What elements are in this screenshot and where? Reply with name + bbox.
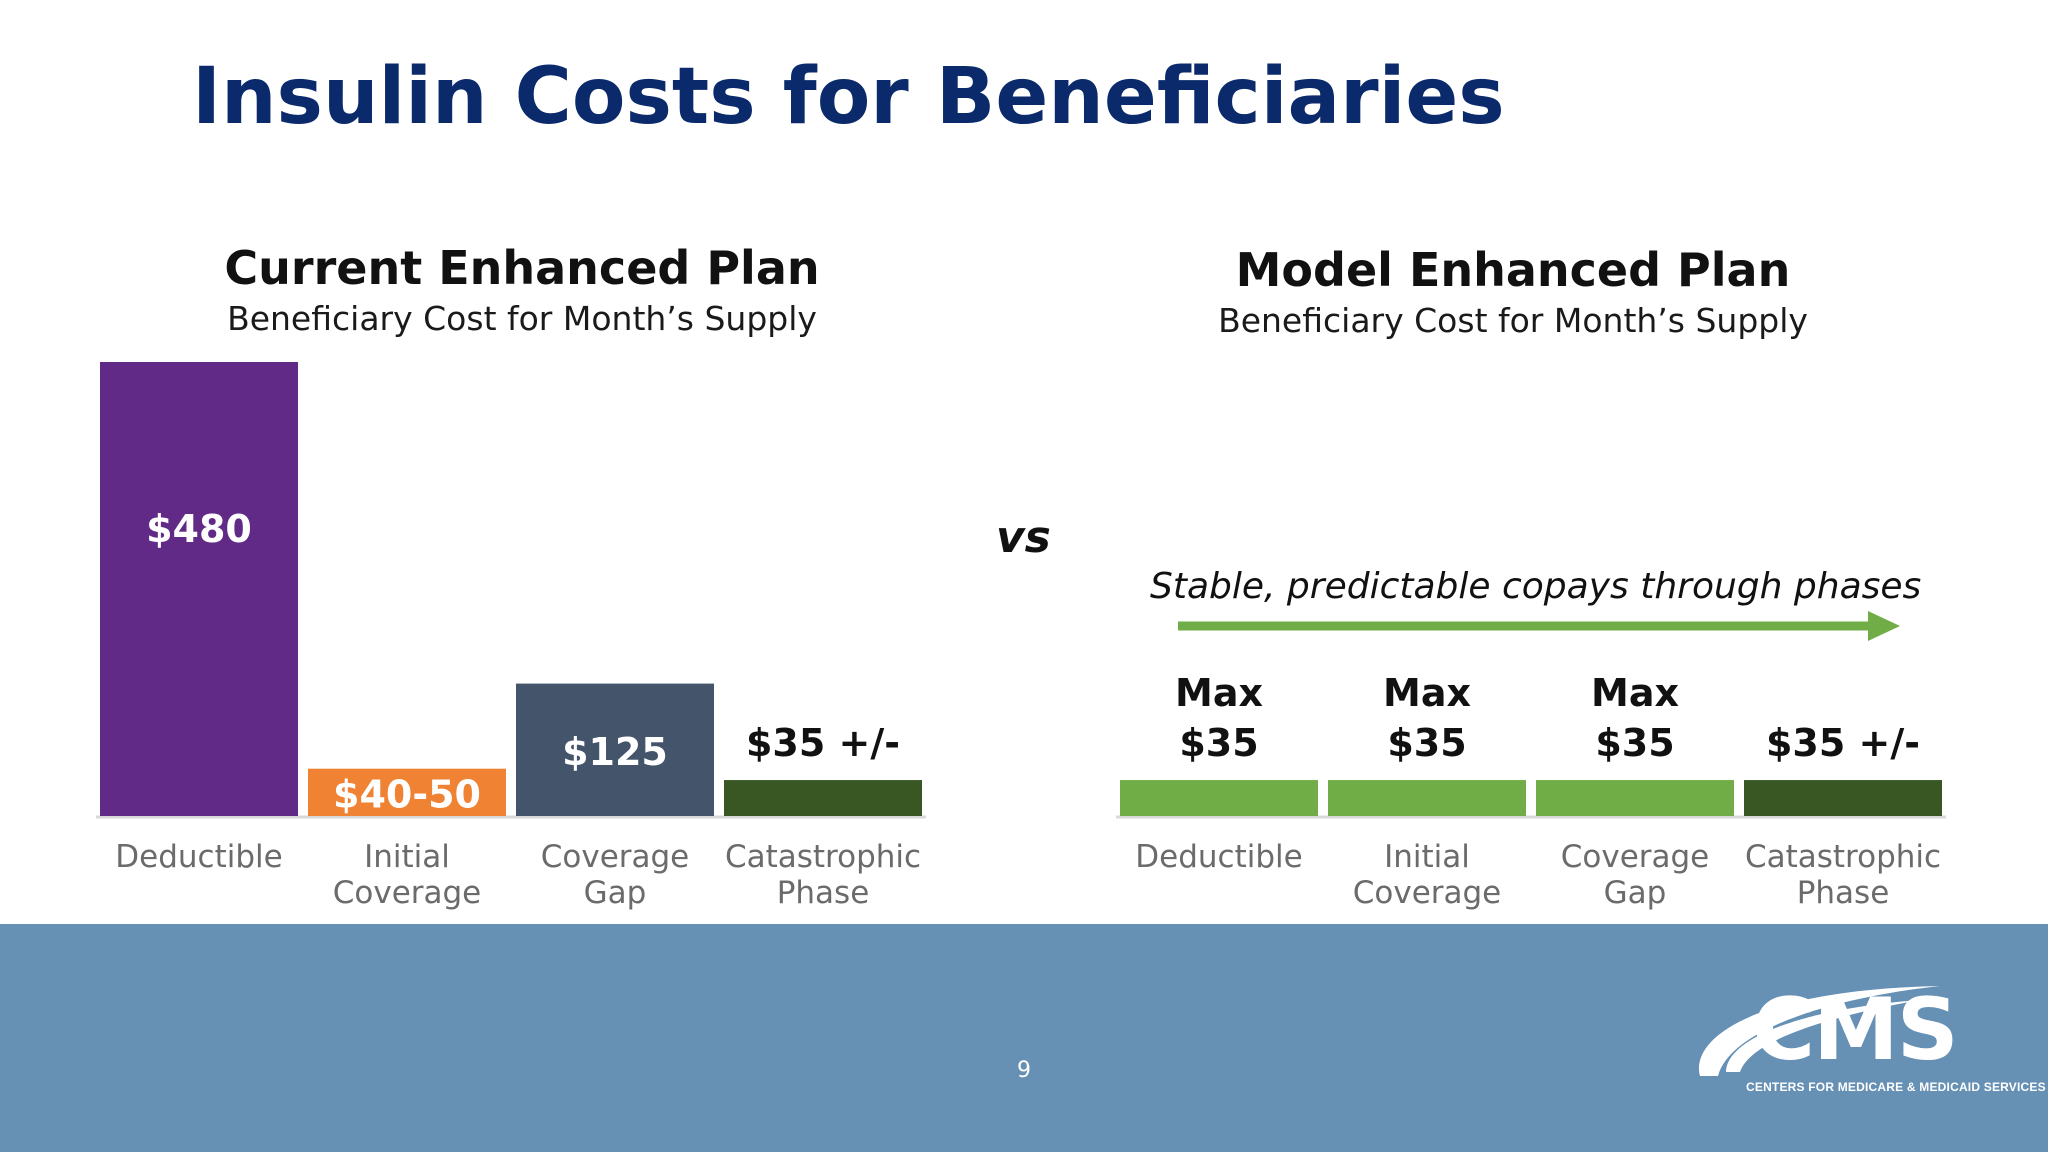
chart-1-data-label-1-line-1: $35	[1387, 721, 1466, 765]
slide-title: Insulin Costs for Beneficiaries	[192, 52, 1505, 142]
chart-1-data-label-3: $35 +/-	[1766, 721, 1920, 765]
chart-1-category-label-2-line-1: Gap	[1604, 875, 1667, 911]
chart-1-bar-1	[1328, 780, 1526, 816]
chart-1-data-label-0-line-1: $35	[1179, 721, 1258, 765]
chart-1-category-label-0: Deductible	[1135, 839, 1302, 875]
current-plan-subtitle: Beneficiary Cost for Month’s Supply	[227, 299, 817, 338]
chart-0-bar-2	[516, 683, 714, 816]
chart-1-data-label-2-line-1: $35	[1595, 721, 1674, 765]
current-plan-chart: $480Deductible$40-50InitialCoverage$125C…	[96, 362, 926, 911]
cms-logo-subtitle: CENTERS FOR MEDICARE & MEDICAID SERVICES	[1746, 1080, 2046, 1094]
footer-band	[0, 924, 2048, 1152]
chart-1-category-label-3-line-1: Phase	[1797, 875, 1890, 911]
current-plan-heading: Current Enhanced Plan Beneficiary Cost f…	[172, 240, 872, 342]
chart-0-category-label-1-line-1: Coverage	[333, 875, 482, 911]
current-plan-title: Current Enhanced Plan	[224, 241, 820, 295]
model-plan-chart: Max$35DeductibleMax$35InitialCoverageMax…	[1116, 671, 1946, 911]
stable-copay-label: Stable, predictable copays through phase…	[1150, 566, 1922, 607]
model-plan-title: Model Enhanced Plan	[1235, 243, 1791, 297]
chart-1-data-label-0-line-0: Max	[1175, 671, 1263, 715]
chart-1-data-label-1-line-0: Max	[1383, 671, 1471, 715]
chart-1-category-label-2-line-0: Coverage	[1561, 839, 1710, 875]
chart-0-data-label-2: $125	[562, 730, 668, 774]
chart-0-category-label-2-line-1: Gap	[584, 875, 647, 911]
chart-1-category-label-3-line-0: Catastrophic	[1745, 839, 1941, 875]
model-plan-subtitle: Beneficiary Cost for Month’s Supply	[1218, 301, 1808, 340]
chart-0-bar-0	[100, 362, 298, 816]
chart-0-category-label-2-line-0: Coverage	[541, 839, 690, 875]
chart-1-category-label-1-line-0: Initial	[1384, 839, 1470, 875]
charts-svg: $480Deductible$40-50InitialCoverage$125C…	[96, 362, 1946, 911]
chart-0-bar-1	[308, 768, 506, 816]
vs-label: vs	[996, 512, 1051, 563]
page-number: 9	[1017, 1058, 1031, 1083]
model-plan-heading: Model Enhanced Plan Beneficiary Cost for…	[1163, 242, 1863, 344]
stable-arrow	[1178, 611, 1900, 641]
chart-0-bar-3	[724, 780, 922, 816]
chart-1-bar-2	[1536, 780, 1734, 816]
chart-0-data-label-0: $480	[146, 507, 252, 551]
chart-1-data-label-2-line-0: Max	[1591, 671, 1679, 715]
cms-logo: CMS CENTERS FOR MEDICARE & MEDICAID SERV…	[1690, 980, 2046, 1100]
chart-0-data-label-3: $35 +/-	[746, 721, 900, 765]
cms-wordmark: CMS	[1752, 980, 1959, 1080]
stable-arrow-head	[1868, 611, 1900, 641]
chart-1-category-label-1-line-1: Coverage	[1353, 875, 1502, 911]
chart-0-category-label-0: Deductible	[115, 839, 282, 875]
chart-0-category-label-3-line-1: Phase	[777, 875, 870, 911]
chart-1-bar-3	[1744, 780, 1942, 816]
chart-0-category-label-3-line-0: Catastrophic	[725, 839, 921, 875]
chart-0-data-label-1: $40-50	[333, 772, 481, 816]
cms-swoosh-icon	[1698, 986, 1940, 1076]
chart-1-bar-0	[1120, 780, 1318, 816]
chart-0-category-label-1-line-0: Initial	[364, 839, 450, 875]
